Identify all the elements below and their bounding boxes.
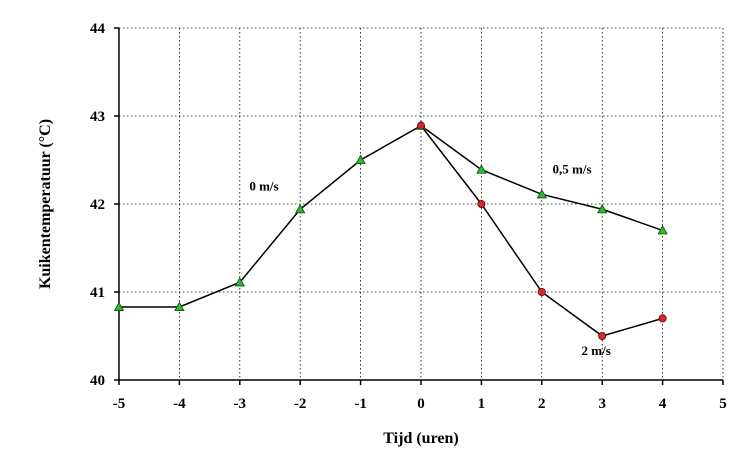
grid-layer bbox=[119, 27, 724, 380]
x-tick-label: -5 bbox=[113, 396, 126, 412]
data-point-triangle bbox=[355, 154, 366, 165]
data-point-circle bbox=[598, 331, 607, 340]
series-line-0 bbox=[119, 125, 422, 308]
x-tick-label: -3 bbox=[234, 396, 247, 412]
series-annotation: 0 m/s bbox=[249, 178, 278, 193]
data-point-triangle bbox=[597, 203, 608, 214]
series-layer bbox=[119, 125, 663, 337]
y-tick-label: 44 bbox=[90, 21, 106, 37]
x-tick-label: -1 bbox=[354, 396, 367, 412]
x-tick-label: 4 bbox=[659, 396, 667, 412]
y-tick-label: 43 bbox=[90, 109, 105, 125]
x-tick-label: 5 bbox=[719, 396, 727, 412]
series-annotation: 0,5 m/s bbox=[553, 162, 592, 177]
data-point-triangle bbox=[295, 203, 306, 214]
data-point-triangle bbox=[476, 164, 487, 174]
data-point-triangle bbox=[174, 301, 185, 311]
series-annotation: 2 m/s bbox=[582, 343, 611, 358]
data-point-circle bbox=[416, 121, 425, 130]
y-tick-label: 41 bbox=[90, 285, 105, 301]
x-axis-title: Tijd (uren) bbox=[383, 430, 458, 447]
data-point-triangle bbox=[234, 276, 245, 287]
x-tick-label: 2 bbox=[538, 396, 546, 412]
x-tick-label: -2 bbox=[294, 396, 307, 412]
data-point-circle bbox=[477, 199, 486, 208]
x-tick-label: 0 bbox=[417, 396, 425, 412]
axis-layer bbox=[114, 27, 724, 385]
data-point-triangle bbox=[536, 188, 547, 199]
data-point-circle bbox=[537, 287, 546, 296]
x-tick-label: -4 bbox=[173, 396, 186, 412]
marker-layer bbox=[113, 120, 668, 340]
y-axis-title: Kuikentemperatuur (°C) bbox=[37, 119, 54, 289]
data-point-circle bbox=[658, 314, 667, 323]
y-tick-label: 42 bbox=[90, 197, 105, 213]
x-tick-label: 1 bbox=[478, 396, 486, 412]
data-point-triangle bbox=[113, 301, 125, 311]
y-tick-label: 40 bbox=[90, 373, 105, 389]
x-tick-label: 3 bbox=[598, 396, 606, 412]
label-layer: -5 -4 -3 -2 -1 0 1 2 3 4 5 40 41 42 43 44 0 m/s 0,5 m/s 2 … bbox=[90, 21, 727, 412]
data-point-triangle bbox=[657, 225, 668, 235]
